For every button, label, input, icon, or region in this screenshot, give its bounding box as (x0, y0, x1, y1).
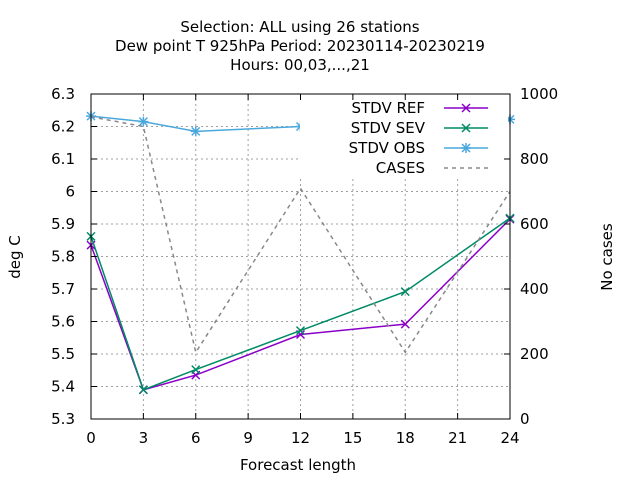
title-line-3: Hours: 00,03,...,21 (230, 56, 370, 74)
marker-stroke (461, 123, 471, 133)
legend-background (300, 96, 508, 176)
data-point-stdv-sev (138, 385, 148, 395)
marker-stroke (138, 385, 148, 395)
series-cases (90, 116, 511, 355)
series-line-cases (90, 116, 511, 355)
y2-axis-label: No cases (598, 223, 616, 291)
x-tick-label: 18 (396, 429, 415, 447)
x-tick-label: 15 (343, 429, 362, 447)
y2-tick-label: 400 (520, 280, 549, 298)
series-stdv-sev (86, 213, 515, 395)
legend: STDV REF STDV SEV STDV OBS CASES (349, 99, 488, 177)
x-tick-label: 21 (448, 429, 467, 447)
y2-tick-label: 1000 (520, 85, 558, 103)
y-tick-label: 5.5 (51, 345, 75, 363)
data-point-stdv-obs (138, 116, 149, 127)
data-point-stdv-sev (191, 365, 201, 375)
y2-tick-label: 0 (520, 410, 530, 428)
marker-stroke (461, 103, 471, 113)
legend-label-stdv-sev: STDV SEV (351, 119, 426, 137)
series-line-stdv-sev (90, 217, 511, 391)
chart-title: Selection: ALL using 26 stations Dew poi… (115, 18, 485, 74)
grid-lines (91, 94, 510, 419)
y-axis-label: deg C (6, 235, 24, 279)
title-line-1: Selection: ALL using 26 stations (180, 18, 419, 36)
legend-marker-stdv-ref (461, 103, 471, 113)
y2-tick-label: 800 (520, 150, 549, 168)
x-axis-label: Forecast length (240, 456, 356, 474)
x-tick-label: 9 (243, 429, 253, 447)
data-point-stdv-sev (400, 287, 410, 297)
x-tick-label: 6 (191, 429, 201, 447)
y-tick-label: 6.1 (51, 150, 75, 168)
x-tick-label: 0 (86, 429, 96, 447)
y-tick-label: 5.4 (51, 378, 75, 396)
y-tick-label: 5.7 (51, 280, 75, 298)
x-tick-label: 24 (500, 429, 519, 447)
y-tick-label: 6.2 (51, 118, 75, 136)
marker-stroke (400, 287, 410, 297)
x-tick-label: 12 (291, 429, 310, 447)
x-tick-label: 3 (139, 429, 149, 447)
title-line-2: Dew point T 925hPa Period: 20230114-2023… (115, 37, 485, 55)
y-tick-label: 6 (65, 183, 75, 201)
data-point-stdv-ref (400, 319, 410, 329)
y2-tick-label: 600 (520, 215, 549, 233)
marker-stroke (295, 326, 306, 336)
axis-ticks (90, 93, 511, 420)
data-point-stdv-sev (295, 326, 306, 336)
legend-marker-stdv-obs (461, 143, 471, 153)
tick-labels: 0 3 6 9 12 15 18 21 24 5.3 5.4 5.5 5.6 5.7 5.8 5.9 6 6.1 6… (51, 85, 558, 447)
marker-stroke (295, 329, 306, 340)
marker-stroke (191, 365, 201, 375)
y2-tick-label: 200 (520, 345, 549, 363)
y-tick-label: 5.3 (51, 410, 75, 428)
legend-label-stdv-ref: STDV REF (351, 99, 425, 117)
legend-label-cases: CASES (376, 159, 425, 177)
y-tick-label: 5.9 (51, 215, 75, 233)
plot-series (86, 111, 515, 395)
marker-stroke (400, 319, 410, 329)
y-tick-label: 5.8 (51, 248, 75, 266)
data-point-stdv-obs (190, 126, 201, 137)
y-tick-label: 6.3 (51, 85, 75, 103)
legend-marker-stdv-sev (461, 123, 471, 133)
y-tick-label: 5.6 (51, 313, 75, 331)
legend-label-stdv-obs: STDV OBS (349, 139, 425, 157)
